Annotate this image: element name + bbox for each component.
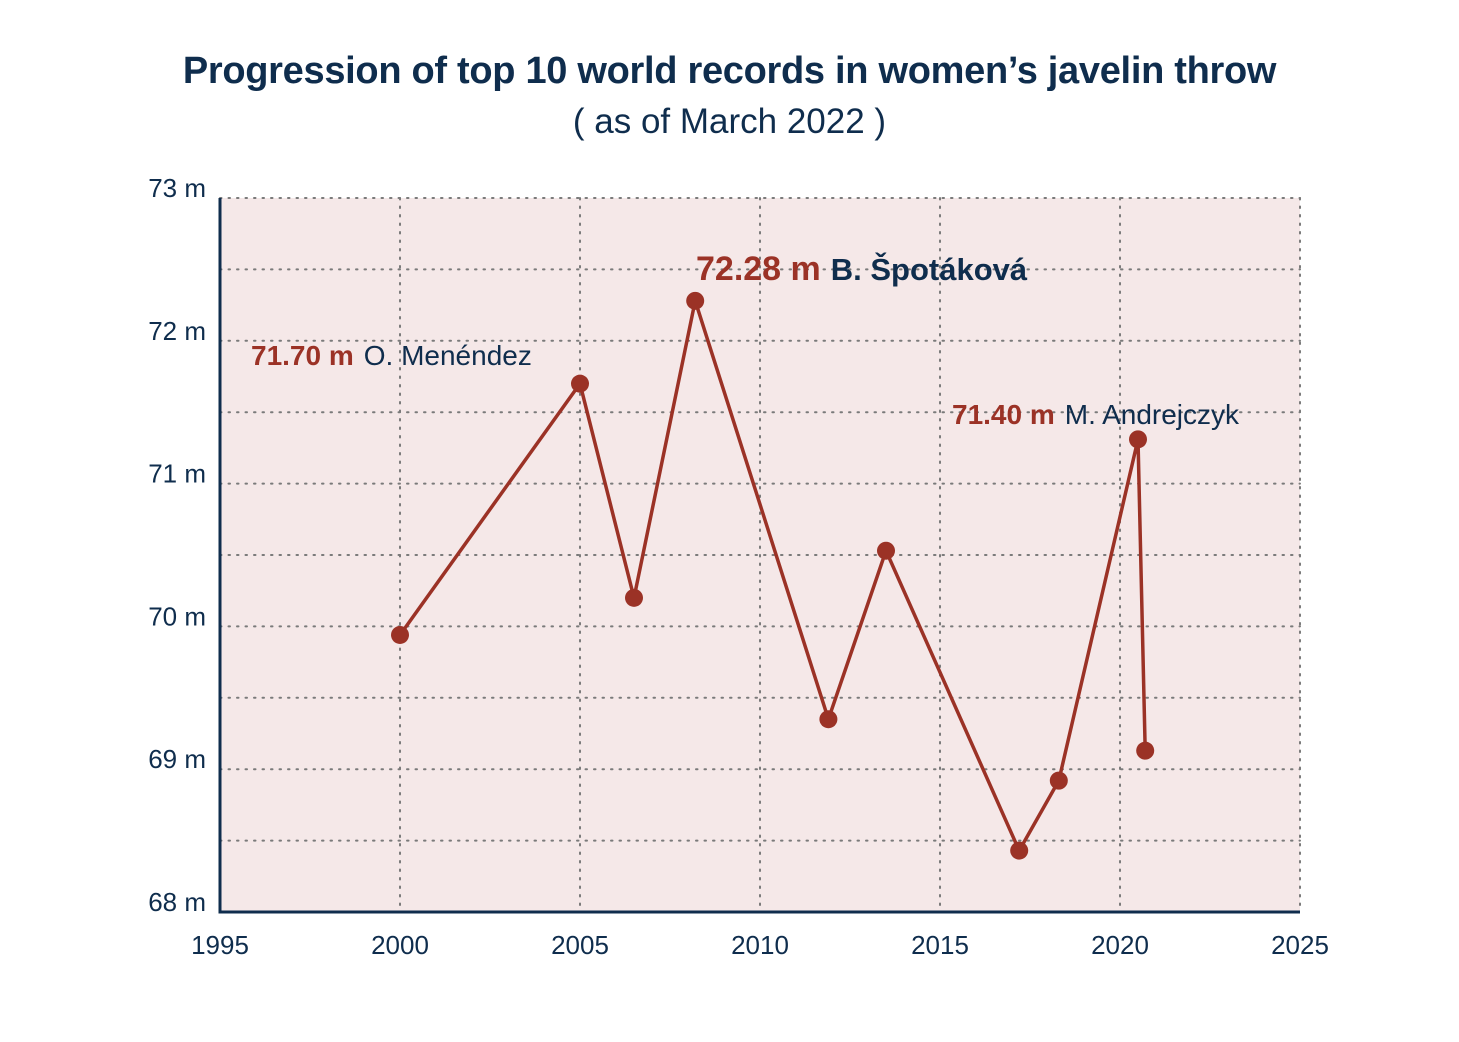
annotation-value: 72.28 m [696,250,821,288]
tick-labels: 1995 2000 2005 2010 2015 2020 2025 68 m 69 m 70 m… [148,173,1329,960]
data-point [686,291,705,310]
annotation-athlete: O. Menéndez [364,340,532,371]
x-tick-label: 2010 [731,930,789,960]
x-tick-label: 1995 [191,930,249,960]
data-point [819,710,838,729]
data-point [625,588,643,607]
y-tick-label: 69 m [148,744,206,774]
data-point [1129,430,1147,449]
annotation-athlete: M. Andrejczyk [1065,399,1240,430]
annotation-andrejczyk: 71.40 m M. Andrejczyk [952,399,1240,430]
series-line [398,299,1147,853]
axes [218,198,1300,914]
data-point [1049,771,1068,790]
y-tick-label: 72 m [148,316,206,346]
x-tick-label: 2005 [551,930,609,960]
x-tick-label: 2025 [1271,930,1329,960]
chart-title: Progression of top 10 world records in w… [182,50,1277,92]
annotation-value: 71.70 m [251,340,354,371]
data-point [1136,741,1155,760]
annotation-spotakova: 72.28 m B. Špotáková [696,250,1028,288]
annotation-value: 71.40 m [952,399,1055,430]
data-point [571,374,589,393]
chart-subtitle: ( as of March 2022 ) [572,102,887,141]
y-tick-label: 68 m [148,887,206,917]
grid-lines [219,197,1301,913]
y-tick-label: 71 m [148,459,206,489]
data-point [1010,841,1029,860]
data-point [391,625,409,644]
annotation-athlete: B. Špotáková [831,251,1028,287]
data-point [877,541,895,560]
annotation-menendez: 71.70 m O. Menéndez [251,340,532,371]
data-points [391,291,1155,860]
x-tick-label: 2000 [371,930,429,960]
x-tick-label: 2020 [1091,930,1149,960]
x-tick-label: 2015 [911,930,969,960]
y-tick-label: 70 m [148,601,206,631]
y-tick-label: 73 m [148,173,206,203]
